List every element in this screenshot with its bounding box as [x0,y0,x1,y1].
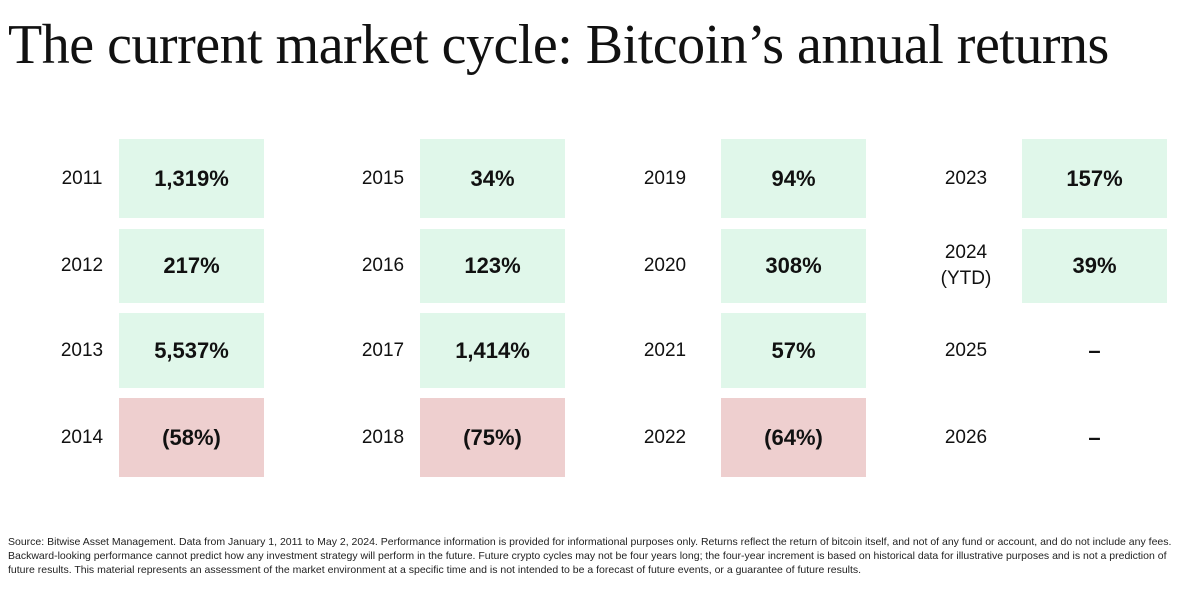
return-cell-negative: (64%) [721,398,866,477]
year-label: 2021 [610,313,720,388]
year-label: 2016 [328,229,438,303]
return-cell-positive: 94% [721,139,866,218]
year-note: (YTD) [940,268,992,289]
year-text: 2016 [361,255,405,276]
year-label: 2023 [911,139,1021,218]
year-label: 2011 [27,139,137,218]
year-label: 2019 [610,139,720,218]
return-cell-negative: (75%) [420,398,565,477]
year-label: 2018 [328,398,438,477]
return-cell-positive: 1,414% [420,313,565,388]
year-label: 2013 [27,313,137,388]
return-cell-positive: 57% [721,313,866,388]
return-cell-positive: 5,537% [119,313,264,388]
year-text: 2024 [944,242,988,263]
return-cell-positive: 217% [119,229,264,303]
year-label: 2012 [27,229,137,303]
return-cell-negative: (58%) [119,398,264,477]
year-text: 2019 [643,167,687,189]
year-label: 2015 [328,139,438,218]
return-cell-positive: 34% [420,139,565,218]
year-text: 2021 [643,339,687,361]
page-title: The current market cycle: Bitcoin’s annu… [8,14,1109,76]
year-label: 2014 [27,398,137,477]
year-text: 2011 [61,167,103,189]
return-cell-positive: 1,319% [119,139,264,218]
return-cell-positive: 308% [721,229,866,303]
year-label: 2025 [911,313,1021,388]
year-text: 2020 [643,255,687,276]
year-text: 2026 [944,426,988,448]
year-text: 2013 [60,339,104,361]
year-text: 2012 [60,255,104,276]
year-text: 2023 [944,167,988,189]
year-text: 2015 [361,167,405,189]
year-text: 2025 [944,339,988,361]
source-footnote: Source: Bitwise Asset Management. Data f… [8,536,1172,576]
year-label: 2020 [610,229,720,303]
year-label: 2024 (YTD) [911,229,1021,303]
return-cell-positive: 157% [1022,139,1167,218]
return-cell-positive: 39% [1022,229,1167,303]
year-label: 2026 [911,398,1021,477]
return-cell-empty: – [1088,424,1101,450]
returns-table: 2011 1,319% 2012 217% 2013 5,537% 2014 (58%) 201… [27,139,1167,477]
return-cell-positive: 123% [420,229,565,303]
year-text: 2022 [643,426,687,448]
year-label: 2017 [328,313,438,388]
return-cell-empty: – [1088,337,1101,363]
year-text: 2018 [361,426,405,448]
year-label: 2022 [610,398,720,477]
year-text: 2014 [60,426,104,448]
year-text: 2017 [361,339,405,361]
